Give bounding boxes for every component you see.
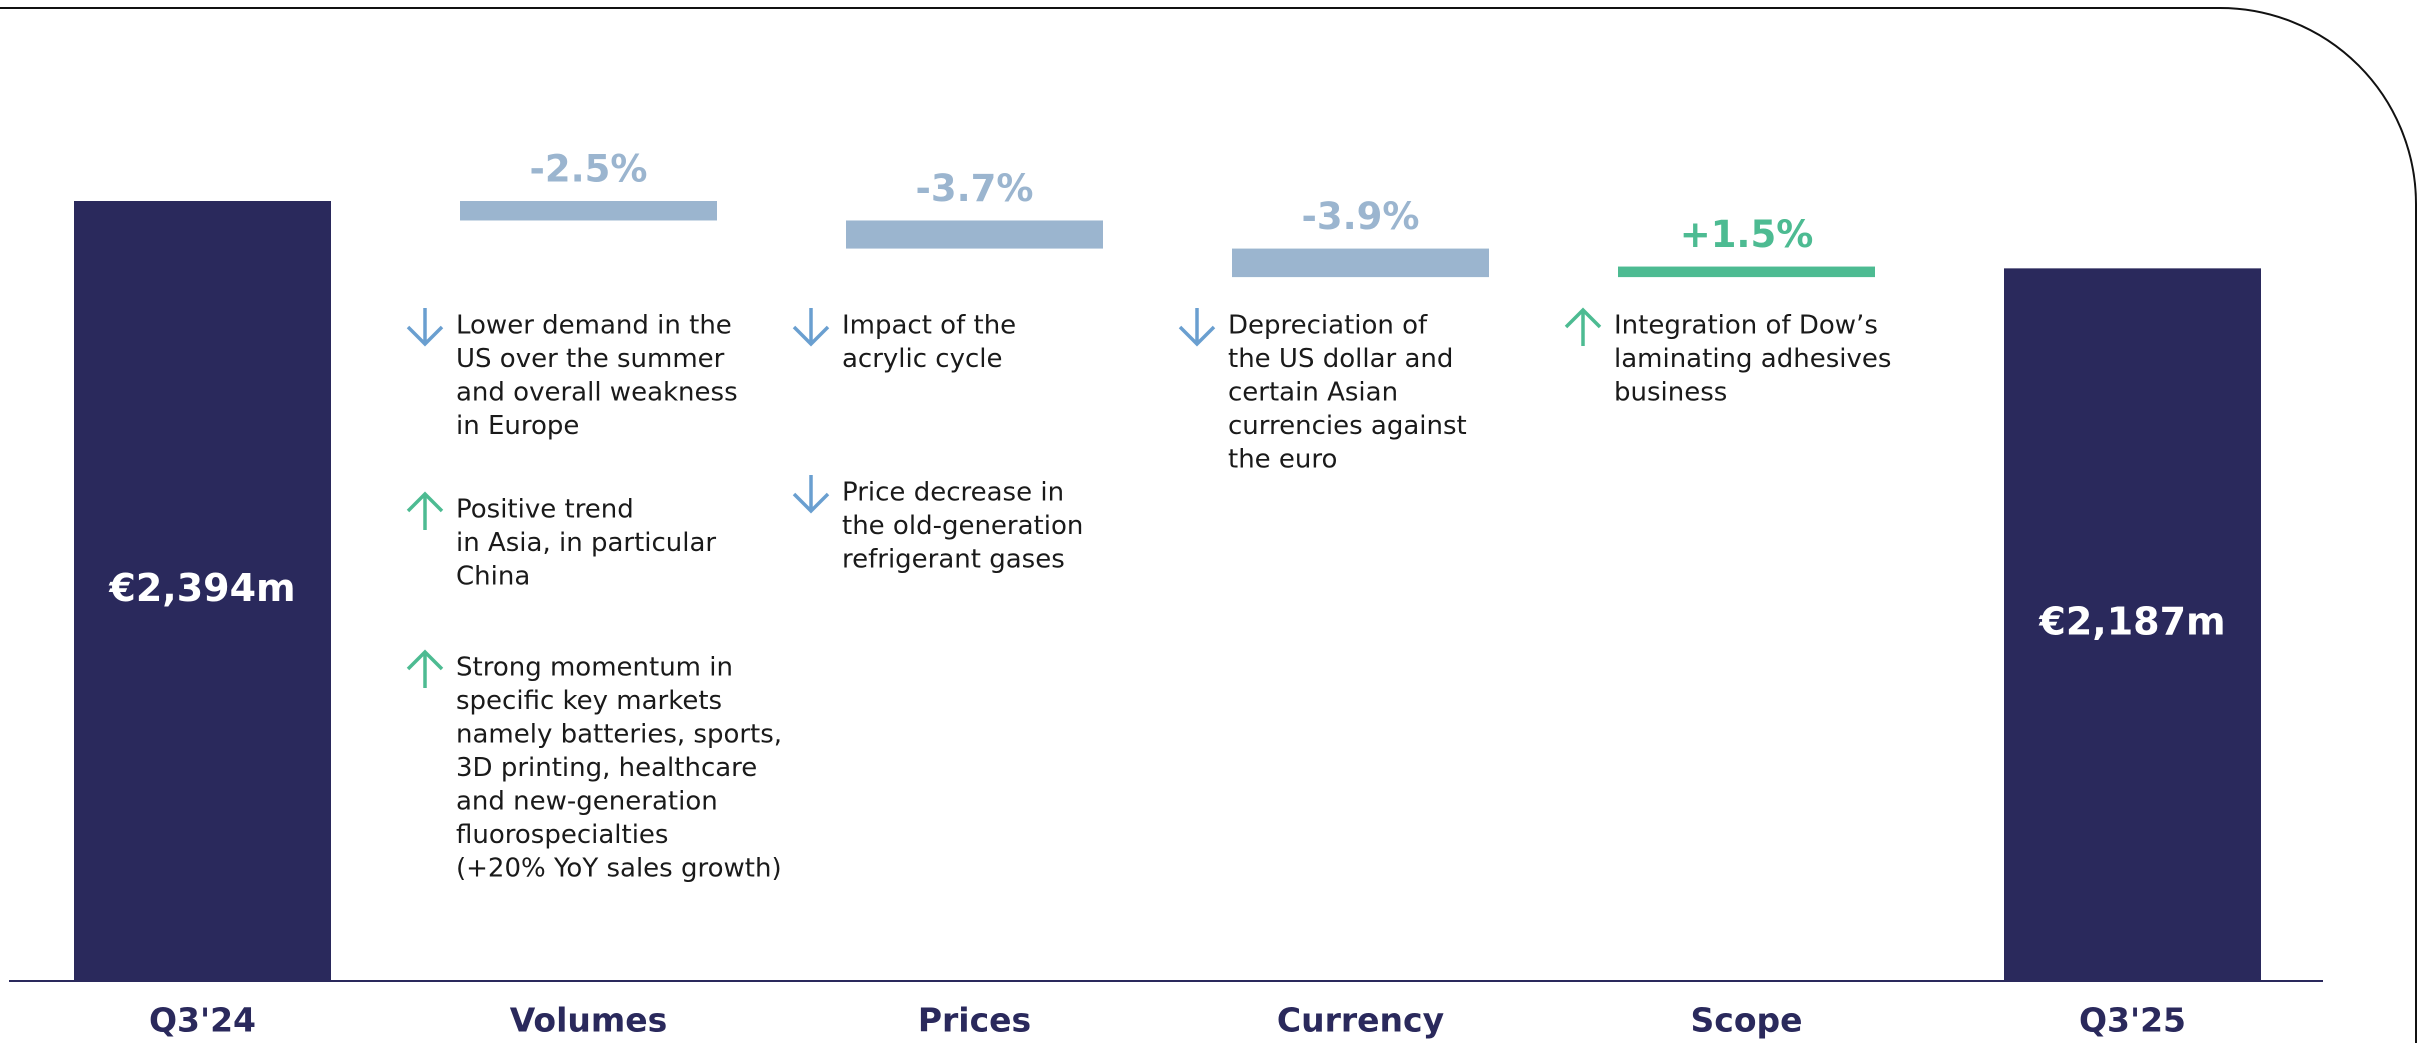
value-label: -2.5% xyxy=(530,148,648,191)
note-text: and new-generation xyxy=(456,787,718,817)
arrow-down xyxy=(792,308,830,347)
note-text: Strong momentum in xyxy=(456,653,733,683)
note-text: and overall weakness xyxy=(456,378,738,408)
change-bar xyxy=(846,220,1103,249)
note-text: certain Asian xyxy=(1228,378,1398,408)
note-text: Positive trend xyxy=(456,495,634,525)
note-text: the US dollar and xyxy=(1228,344,1453,374)
note-text: US over the summer xyxy=(456,344,725,374)
arrow-down xyxy=(406,308,444,347)
arrow-up xyxy=(406,491,444,530)
note-text: in Asia, in particular xyxy=(456,528,716,558)
change-bar xyxy=(1232,248,1489,278)
arrow-down xyxy=(1178,308,1216,347)
change-bar xyxy=(460,201,717,221)
note-text: acrylic cycle xyxy=(842,344,1003,374)
value-label: -3.7% xyxy=(916,167,1034,210)
note-text: Impact of the xyxy=(842,311,1016,341)
arrow-down xyxy=(792,475,830,514)
note-text: laminating adhesives xyxy=(1614,344,1891,374)
note-text: namely batteries, sports, xyxy=(456,720,782,750)
arrow-up xyxy=(406,649,444,688)
frame xyxy=(0,7,2417,1043)
change-bar xyxy=(1618,266,1875,278)
note-text: (+20% YoY sales growth) xyxy=(456,854,782,884)
x-tick-label: Scope xyxy=(1690,1001,1802,1040)
value-label: €2,394m xyxy=(108,566,295,610)
x-tick-label: Prices xyxy=(918,1001,1031,1040)
total-bar xyxy=(74,201,331,980)
note-text: the old-generation xyxy=(842,511,1083,541)
value-label: €2,187m xyxy=(2038,600,2225,644)
note-text: business xyxy=(1614,378,1727,408)
note-text: Integration of Dow’s xyxy=(1614,311,1878,341)
x-tick-label: Q3'24 xyxy=(149,1001,256,1040)
note-text: in Europe xyxy=(456,411,579,441)
note-text: specific key markets xyxy=(456,686,722,716)
note-text: 3D printing, healthcare xyxy=(456,753,757,783)
arrow-up xyxy=(1564,307,1602,346)
note-text: the euro xyxy=(1228,445,1337,475)
note-text: fluorospecialties xyxy=(456,820,668,850)
note-text: Lower demand in the xyxy=(456,311,732,341)
note-text: refrigerant gases xyxy=(842,545,1065,575)
note-text: Price decrease in xyxy=(842,478,1064,508)
x-tick-label: Volumes xyxy=(510,1001,668,1040)
x-tick-label: Q3'25 xyxy=(2079,1001,2186,1040)
value-label: -3.9% xyxy=(1302,195,1420,238)
note-text: currencies against xyxy=(1228,411,1467,441)
x-tick-label: Currency xyxy=(1277,1001,1444,1040)
note-text: China xyxy=(456,562,530,592)
value-label: +1.5% xyxy=(1680,213,1814,256)
total-bar xyxy=(2004,268,2261,980)
note-text: Depreciation of xyxy=(1228,311,1428,341)
